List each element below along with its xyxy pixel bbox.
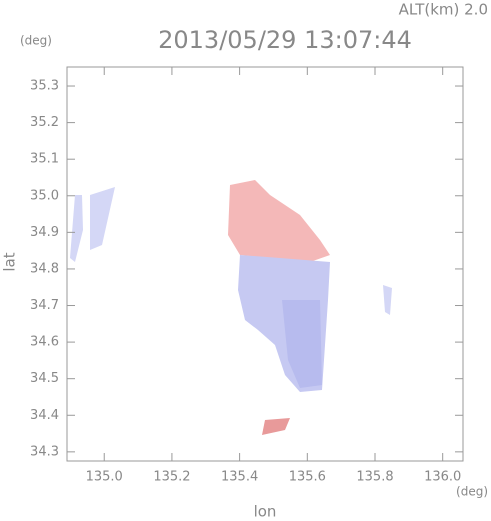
x-tick-label: 135.6	[289, 470, 326, 485]
x-unit: (deg)	[456, 485, 488, 499]
echo-far	[90, 187, 115, 250]
x-tick-label: 136.0	[424, 470, 461, 485]
y-tick-label: 34.8	[30, 261, 59, 276]
y-tick-label: 34.5	[30, 371, 59, 386]
y-unit: (deg)	[20, 34, 52, 48]
echo-far	[70, 195, 83, 262]
y-tick-label: 35.2	[30, 115, 59, 130]
x-tick-label: 135.4	[221, 470, 258, 485]
x-tick-label: 135.0	[86, 470, 123, 485]
plot-frame	[66, 66, 464, 462]
y-tick-label: 34.7	[30, 298, 59, 313]
y-tick-label: 35.1	[30, 152, 59, 167]
x-tick-label: 135.8	[356, 470, 393, 485]
y-tick-label: 34.4	[30, 408, 59, 423]
y-tick-label: 34.3	[30, 444, 59, 459]
y-tick-label: 35.0	[30, 188, 59, 203]
echo-negative	[282, 300, 322, 388]
altitude-label: ALT(km) 2.0	[399, 1, 488, 19]
x-axis-label: lon	[254, 503, 277, 521]
x-tick-label: 135.2	[153, 470, 190, 485]
echo-far	[383, 285, 392, 315]
echo-spot	[262, 418, 290, 435]
y-tick-label: 34.6	[30, 335, 59, 350]
chart-title: 2013/05/29 13:07:44	[158, 26, 412, 54]
echo-positive	[228, 180, 330, 262]
y-axis-label: lat	[1, 252, 19, 271]
y-tick-label: 35.3	[30, 79, 59, 94]
radar-echo	[70, 180, 392, 435]
y-tick-label: 34.9	[30, 225, 59, 240]
